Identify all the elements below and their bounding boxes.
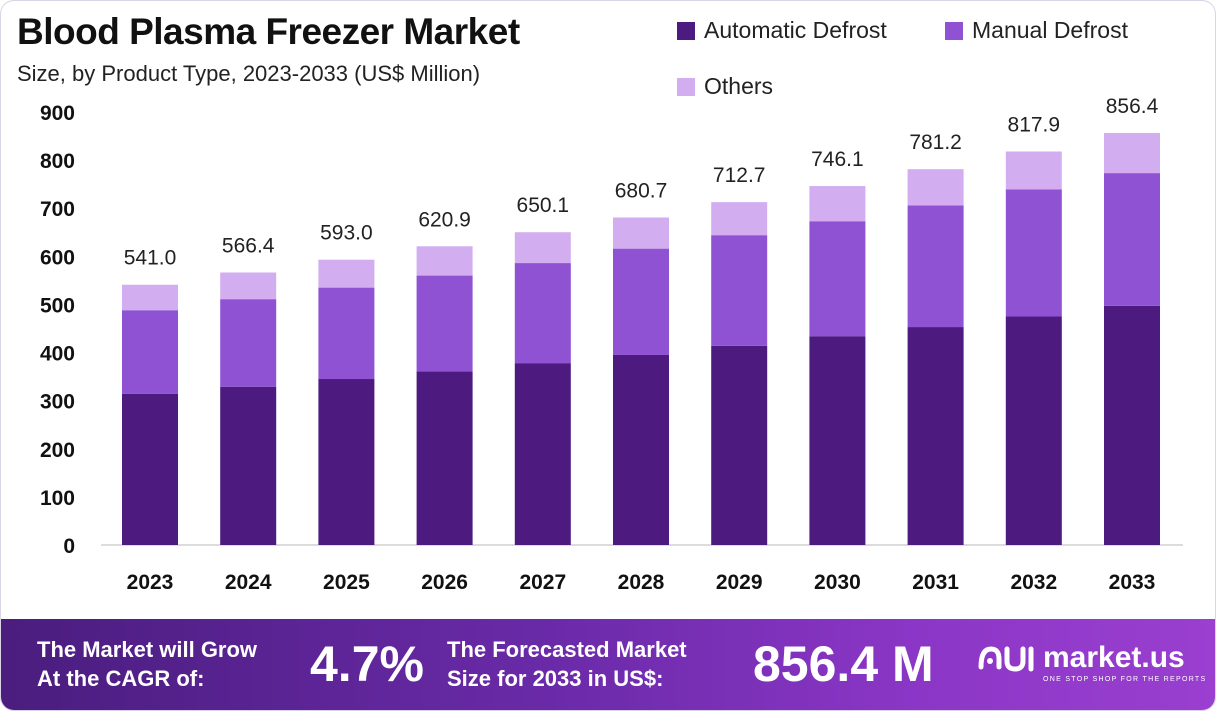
- legend-swatch-automatic-defrost: [677, 21, 695, 40]
- y-tick-label: 400: [40, 343, 75, 366]
- forecast-value: 856.4 M: [753, 636, 934, 692]
- bar-segment-others-2028: [613, 217, 669, 249]
- bar-segment-manual-defrost-2027: [514, 263, 571, 364]
- bar-segment-automatic-defrost-2026: [416, 371, 473, 545]
- bar-total-label: 817.9: [1008, 113, 1061, 136]
- bar-segment-manual-defrost-2029: [711, 235, 768, 346]
- y-tick-label: 200: [40, 439, 75, 462]
- x-tick-label: 2033: [1109, 571, 1156, 594]
- x-tick-label: 2023: [127, 571, 174, 594]
- chart-title: Blood Plasma Freezer Market: [17, 11, 520, 52]
- x-tick-label: 2030: [814, 571, 861, 594]
- legend-swatch-others: [677, 77, 695, 96]
- bar-total-label: 566.4: [222, 234, 275, 257]
- y-tick-label: 800: [40, 150, 75, 173]
- x-tick-label: 2026: [421, 571, 468, 594]
- bar-total-label: 593.0: [320, 222, 373, 245]
- legend-item-automatic-defrost: Automatic Defrost: [677, 17, 887, 44]
- y-tick-label: 500: [40, 294, 75, 317]
- x-tick-label: 2029: [716, 571, 763, 594]
- bar-segment-others-2030: [809, 186, 866, 222]
- bar-segment-automatic-defrost-2028: [613, 354, 669, 545]
- bar-segment-others-2025: [318, 259, 375, 288]
- bar-segment-others-2027: [514, 232, 571, 264]
- bar-total-label: 712.7: [713, 164, 766, 187]
- brand-name: market.us: [1043, 641, 1185, 674]
- stacked-bar-chart: 0 100 200 300 400 500 600 700 800 900 541.0 2023 566…: [40, 95, 1183, 594]
- bar-segment-automatic-defrost-2027: [514, 363, 571, 545]
- brand-logo: market.us ONE STOP SHOP FOR THE REPORTS: [977, 641, 1205, 683]
- bar-segment-manual-defrost-2026: [416, 275, 473, 372]
- bar-segment-manual-defrost-2033: [1104, 173, 1160, 306]
- y-tick-label: 0: [63, 535, 75, 558]
- x-tick-label: 2031: [912, 571, 959, 594]
- bar-segment-manual-defrost-2032: [1005, 189, 1062, 317]
- bar-total-label: 746.1: [811, 148, 864, 171]
- x-tick-label: 2027: [519, 571, 566, 594]
- x-tick-label: 2025: [323, 571, 370, 594]
- cagr-value: 4.7%: [310, 636, 424, 692]
- bar-segment-others-2032: [1005, 151, 1062, 190]
- bar-total-label: 680.7: [615, 180, 668, 203]
- legend-item-others: Others: [677, 73, 773, 100]
- bar-segment-manual-defrost-2025: [318, 287, 375, 380]
- bar-segment-automatic-defrost-2031: [907, 327, 964, 545]
- bar-segment-others-2033: [1104, 132, 1160, 174]
- market-us-logo-icon: [978, 646, 1034, 672]
- bar-segment-others-2029: [711, 202, 768, 236]
- brand-tagline: ONE STOP SHOP FOR THE REPORTS: [1043, 676, 1207, 683]
- bar-segment-manual-defrost-2031: [907, 205, 964, 328]
- bar-segment-manual-defrost-2023: [122, 310, 178, 394]
- bar-segment-automatic-defrost-2033: [1104, 305, 1160, 545]
- bar-segment-automatic-defrost-2023: [122, 393, 178, 545]
- x-tick-label: 2024: [225, 571, 272, 594]
- bar-total-label: 541.0: [124, 247, 177, 270]
- forecast-caption-line2: Size for 2033 in US$:: [447, 666, 664, 691]
- bar-segment-automatic-defrost-2030: [809, 336, 866, 545]
- legend-label: Manual Defrost: [972, 17, 1128, 43]
- x-tick-label: 2028: [618, 571, 665, 594]
- bar-segment-others-2031: [907, 169, 964, 206]
- y-tick-label: 600: [40, 246, 75, 269]
- bar-segment-manual-defrost-2030: [809, 221, 866, 337]
- legend-label: Others: [704, 73, 774, 99]
- footer-banner: The Market will Grow At the CAGR of: 4.7…: [1, 619, 1215, 710]
- bar-total-label: 620.9: [418, 208, 471, 231]
- bar-segment-others-2024: [220, 272, 277, 300]
- cagr-caption: The Market will Grow At the CAGR of:: [37, 635, 257, 693]
- bar-segment-others-2023: [122, 284, 178, 311]
- chart-subtitle: Size, by Product Type, 2023-2033 (US$ Mi…: [17, 61, 481, 86]
- cagr-caption-line2: At the CAGR of:: [37, 666, 205, 691]
- bar-segment-manual-defrost-2028: [613, 248, 669, 355]
- bar-total-label: 856.4: [1106, 95, 1159, 118]
- bar-total-label: 781.2: [909, 131, 962, 154]
- bar-total-label: 650.1: [517, 194, 570, 217]
- y-tick-label: 700: [40, 198, 75, 221]
- bar-segment-automatic-defrost-2032: [1005, 316, 1062, 545]
- legend-swatch-manual-defrost: [945, 21, 963, 40]
- forecast-caption-line1: The Forecasted Market: [447, 637, 687, 662]
- x-tick-label: 2032: [1010, 571, 1057, 594]
- bar-segment-automatic-defrost-2029: [711, 345, 768, 545]
- bar-segment-others-2026: [416, 246, 473, 276]
- y-tick-label: 900: [40, 102, 75, 125]
- bar-segment-automatic-defrost-2024: [220, 386, 277, 545]
- legend-item-manual-defrost: Manual Defrost: [945, 17, 1128, 44]
- y-tick-label: 100: [40, 487, 75, 510]
- forecast-caption: The Forecasted Market Size for 2033 in U…: [447, 635, 687, 693]
- bar-segment-manual-defrost-2024: [220, 299, 277, 387]
- bar-segment-automatic-defrost-2025: [318, 379, 375, 545]
- y-tick-label: 300: [40, 391, 75, 414]
- legend-label: Automatic Defrost: [704, 17, 887, 43]
- cagr-caption-line1: The Market will Grow: [37, 637, 258, 662]
